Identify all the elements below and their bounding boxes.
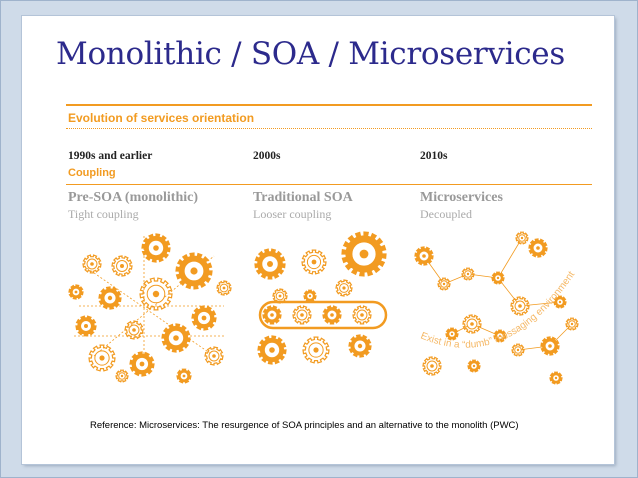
gear-icon — [467, 359, 481, 373]
gear-icon — [515, 231, 529, 245]
gear-icon — [111, 255, 133, 277]
gear-icon — [301, 249, 327, 275]
coupling-tight: Tight coupling — [68, 207, 139, 221]
slide — [22, 16, 614, 464]
gear-icon — [352, 305, 372, 325]
gear-icon — [176, 368, 192, 384]
gear-icon — [437, 277, 451, 291]
gear-icon — [341, 231, 387, 277]
column-title-monolithic: Pre-SOA (monolithic) — [68, 190, 199, 205]
gear-icon — [115, 369, 129, 383]
gear-icon — [511, 343, 525, 357]
microservices-illustration: Exist in a “dumb” messaging environment — [414, 231, 579, 385]
gear-icon — [348, 334, 372, 358]
gear-icon — [139, 277, 173, 311]
gear-icon — [445, 327, 459, 341]
column-title-traditional-soa: Traditional SOA — [253, 190, 353, 205]
section-title: Evolution of services orientation — [68, 111, 255, 125]
gear-icon — [204, 346, 224, 366]
era-label-3: 2010s — [420, 150, 448, 162]
gear-icon — [262, 305, 282, 325]
gear-icon — [254, 248, 286, 280]
gear-icon — [216, 280, 232, 296]
gear-icon — [75, 315, 97, 337]
gear-icon — [422, 356, 442, 376]
gear-icon — [68, 284, 84, 300]
gear-icon — [88, 344, 116, 372]
gear-icon — [414, 246, 434, 266]
soa-gear-illustration — [254, 231, 388, 365]
service-bus-belt — [258, 300, 388, 330]
coupling-looser: Looser coupling — [253, 207, 332, 221]
slide-title: Monolithic / SOA / Microservices — [56, 36, 565, 72]
gear-icon — [510, 296, 530, 316]
gear-icon — [461, 267, 475, 281]
top-rule — [66, 104, 592, 106]
gear-icon — [191, 305, 217, 331]
gear-icon — [303, 289, 317, 303]
gear-icon — [491, 271, 505, 285]
gear-icon — [175, 252, 213, 290]
gear-icon — [335, 279, 353, 297]
gear-icon — [141, 233, 171, 263]
coupling-label: Coupling — [68, 167, 116, 179]
gear-icon — [493, 329, 507, 343]
dotted-divider — [66, 128, 592, 129]
era-label-2: 2000s — [253, 150, 281, 162]
middle-rule — [66, 184, 592, 185]
gear-icon — [565, 317, 579, 331]
gear-icon — [129, 351, 155, 377]
column-title-microservices: Microservices — [420, 190, 503, 205]
gear-icon — [322, 305, 342, 325]
gear-icon — [161, 323, 191, 353]
gear-icon — [462, 314, 482, 334]
gear-icon — [98, 286, 122, 310]
gear-icon — [257, 335, 287, 365]
gear-icon — [549, 371, 563, 385]
gear-icon — [124, 320, 144, 340]
gear-icon — [553, 295, 567, 309]
gear-icon — [82, 254, 102, 274]
gear-icon — [528, 238, 548, 258]
gear-icon — [302, 336, 330, 364]
gear-icon — [540, 336, 560, 356]
reference-note: Reference: Microservices: The resurgence… — [90, 420, 519, 431]
gear-icon — [292, 305, 312, 325]
era-label-1: 1990s and earlier — [68, 150, 153, 162]
monolith-gear-cluster — [68, 233, 232, 384]
coupling-decoupled: Decoupled — [420, 207, 472, 221]
